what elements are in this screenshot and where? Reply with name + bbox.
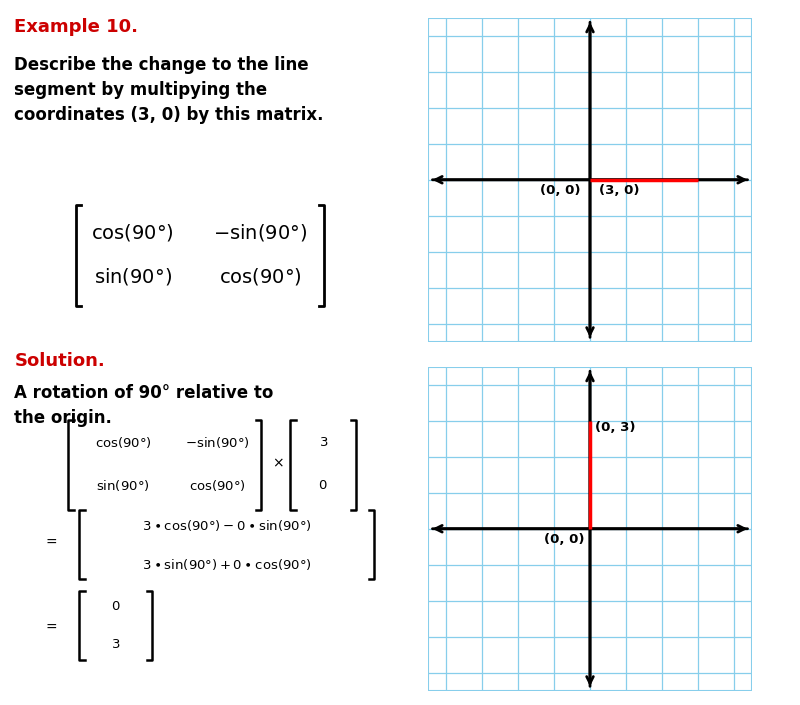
Text: $-\mathrm{sin(90°)}$: $-\mathrm{sin(90°)}$ (186, 435, 250, 450)
Text: $\mathrm{sin(90°)}$: $\mathrm{sin(90°)}$ (96, 478, 150, 493)
Text: Describe the change to the line
segment by multipying the
coordinates (3, 0) by : Describe the change to the line segment … (14, 56, 324, 124)
Text: (0, 0): (0, 0) (544, 533, 585, 546)
Text: $3\bullet\mathrm{sin(90°)}+0\bullet\mathrm{cos(90°)}$: $3\bullet\mathrm{sin(90°)}+0\bullet\math… (142, 558, 312, 572)
Text: $\mathrm{cos(90°)}$: $\mathrm{cos(90°)}$ (91, 222, 174, 243)
Text: $\mathrm{cos(90°)}$: $\mathrm{cos(90°)}$ (94, 435, 151, 450)
Text: (0, 0): (0, 0) (541, 184, 581, 197)
Text: $3$: $3$ (111, 638, 121, 651)
Text: $\times$: $\times$ (272, 457, 283, 471)
Text: $3$: $3$ (318, 436, 328, 448)
Text: $0$: $0$ (111, 601, 121, 613)
Text: $=$: $=$ (42, 534, 58, 547)
Text: A rotation of 90° relative to
the origin.: A rotation of 90° relative to the origin… (14, 384, 274, 427)
Text: $=$: $=$ (42, 619, 58, 632)
Text: $0$: $0$ (318, 479, 328, 492)
Text: Solution.: Solution. (14, 352, 105, 371)
Text: $\mathrm{cos(90°)}$: $\mathrm{cos(90°)}$ (219, 266, 302, 288)
Text: $\mathrm{cos(90°)}$: $\mathrm{cos(90°)}$ (189, 478, 246, 493)
Text: (3, 0): (3, 0) (599, 184, 639, 197)
Text: $3\bullet\mathrm{cos(90°)}-0\bullet\mathrm{sin(90°)}$: $3\bullet\mathrm{cos(90°)}-0\bullet\math… (142, 518, 312, 534)
Text: $-\mathrm{sin(90°)}$: $-\mathrm{sin(90°)}$ (214, 222, 308, 243)
Text: $\mathrm{sin(90°)}$: $\mathrm{sin(90°)}$ (94, 266, 172, 288)
Text: (0, 3): (0, 3) (595, 421, 636, 434)
Text: Example 10.: Example 10. (14, 18, 138, 36)
